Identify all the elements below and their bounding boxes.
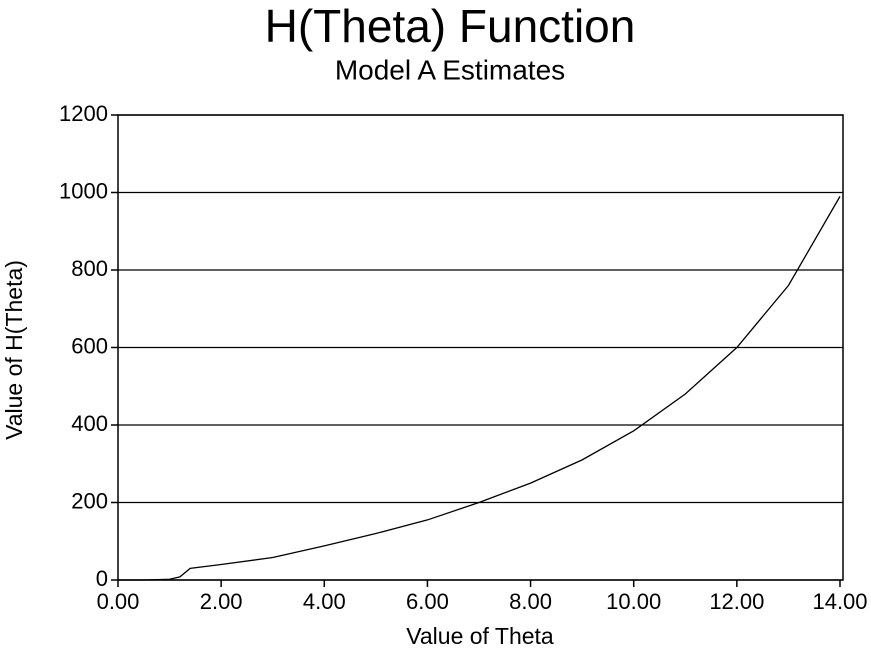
- x-tick-label: 0.00: [97, 589, 140, 614]
- x-tick-label: 6.00: [406, 589, 449, 614]
- x-tick-label: 4.00: [303, 589, 346, 614]
- chart-title: H(Theta) Function: [265, 0, 636, 52]
- x-tick-label: 10.00: [606, 589, 661, 614]
- plot-frame: [117, 114, 844, 581]
- y-tick-label: 1000: [59, 178, 108, 203]
- y-tick-label: 800: [71, 256, 108, 281]
- chart-subtitle: Model A Estimates: [335, 54, 565, 85]
- y-tick-label: 0: [96, 566, 108, 591]
- line: [118, 196, 841, 581]
- y-axis-label: Value of H(Theta): [1, 260, 27, 440]
- y-tick-label: 200: [71, 488, 108, 513]
- y-tick-label: 400: [71, 411, 108, 436]
- x-tick-label: 8.00: [509, 589, 552, 614]
- y-tick-label: 1200: [59, 101, 108, 126]
- x-tick-label: 14.00: [812, 589, 867, 614]
- y-tick-label: 600: [71, 333, 108, 358]
- x-axis-label: Value of Theta: [406, 623, 554, 649]
- x-tick-label: 2.00: [200, 589, 243, 614]
- x-tick-label: 12.00: [709, 589, 764, 614]
